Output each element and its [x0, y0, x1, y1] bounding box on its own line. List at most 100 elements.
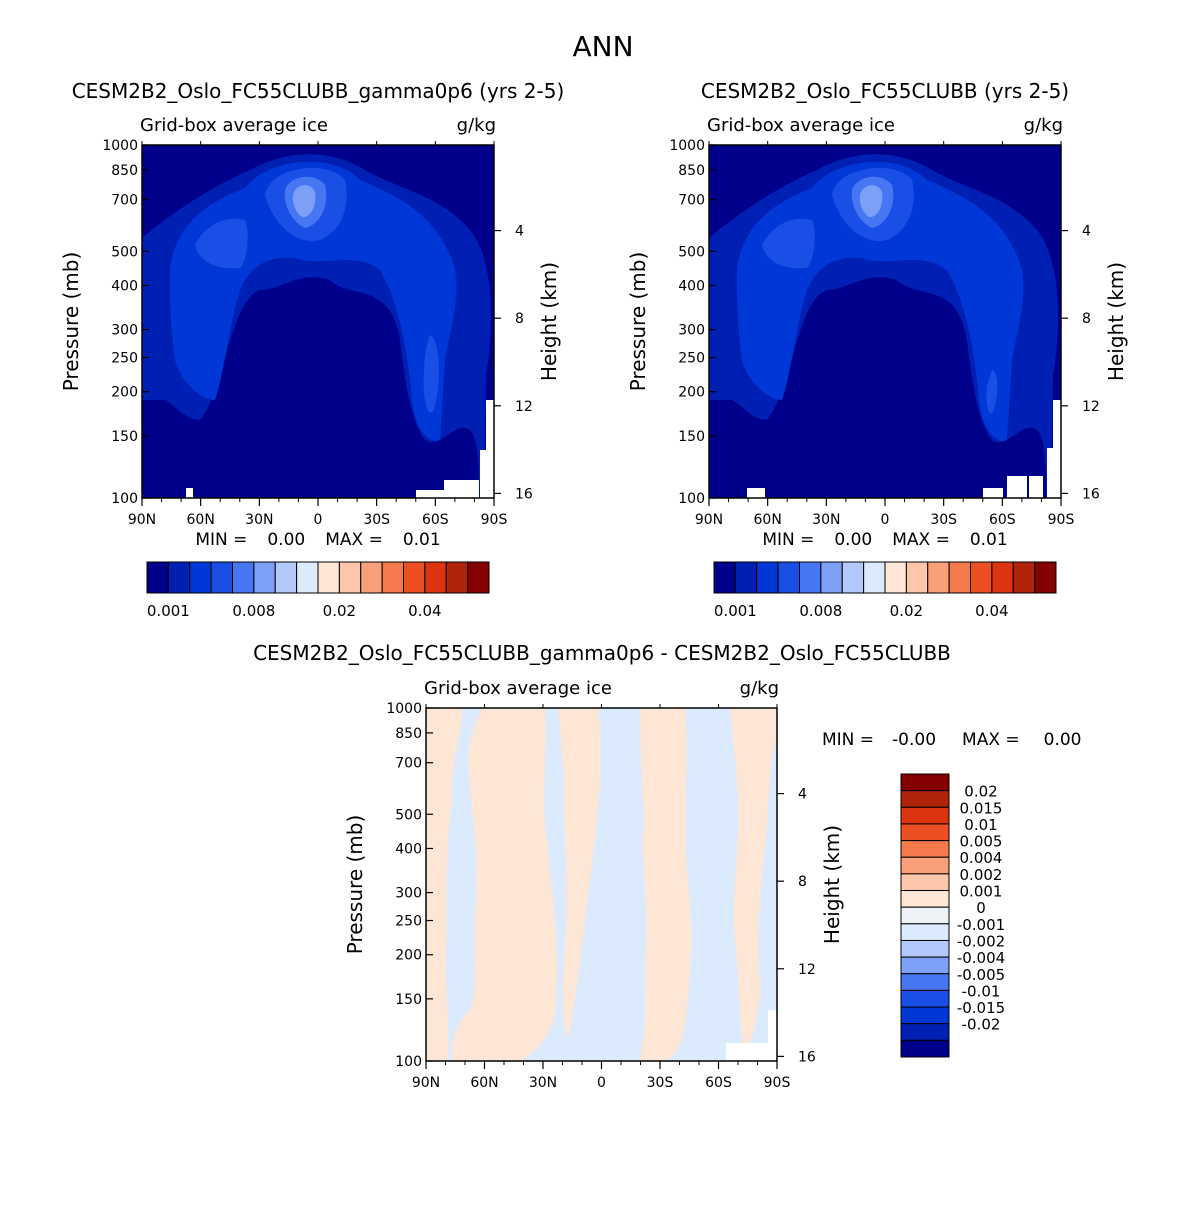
y-axis-label: Pressure (mb)	[626, 252, 650, 392]
y-right-axis-label: Height (km)	[820, 825, 844, 944]
colorbar-label: 0.002	[960, 866, 1003, 884]
colorbar-swatch	[970, 561, 993, 594]
colorbar-label: -0.002	[957, 932, 1005, 950]
min-max-readout: MIN = 0.00 MAX = 0.01	[195, 530, 440, 550]
y-tick-label: 850	[678, 163, 705, 179]
panel-units: g/kg	[1024, 115, 1063, 136]
x-tick-label: 60N	[187, 512, 215, 528]
x-tick-label: 60S	[989, 512, 1016, 528]
y-tick-label: 1000	[386, 701, 422, 717]
y-axis-label: Pressure (mb)	[343, 815, 367, 955]
missing-data	[444, 480, 479, 498]
contour-level-5	[292, 185, 316, 218]
y-right-tick-label: 4	[515, 224, 524, 240]
missing-data	[486, 400, 494, 450]
colorbar-swatch	[927, 561, 950, 594]
panel-units: g/kg	[740, 678, 779, 699]
max-label: MAX =	[962, 730, 1020, 750]
colorbar-swatch	[296, 561, 319, 594]
colorbar-label: -0.001	[957, 916, 1005, 934]
x-tick-label: 30N	[529, 1075, 557, 1091]
colorbar-label: -0.004	[957, 949, 1005, 967]
contour-positive	[730, 708, 777, 1050]
y-tick-label: 300	[678, 323, 705, 339]
colorbar-swatch	[900, 890, 950, 908]
colorbar: 0.020.0150.010.0050.0040.0020.0010-0.001…	[900, 773, 1005, 1058]
panel-units: g/kg	[457, 115, 496, 136]
missing-data	[1047, 448, 1061, 498]
colorbar-swatch	[317, 561, 340, 594]
colorbar-swatch	[167, 561, 191, 594]
colorbar-swatch	[777, 561, 800, 594]
x-tick-label: 30N	[812, 512, 840, 528]
colorbar-label: 0.004	[960, 849, 1003, 867]
contour-plot	[709, 145, 1061, 498]
missing-data	[1007, 476, 1027, 498]
colorbar-label: 0.015	[960, 799, 1003, 817]
x-tick-label: 0	[597, 1075, 606, 1091]
panel-subtitle: Grid-box average ice	[707, 115, 895, 136]
colorbar-swatch	[403, 561, 426, 594]
y-tick-label: 200	[678, 385, 705, 401]
colorbar-label: 0.001	[714, 602, 757, 620]
y-tick-label: 300	[395, 886, 422, 902]
x-tick-label: 0	[881, 512, 890, 528]
colorbar-label: 0.01	[964, 816, 997, 834]
y-tick-label: 250	[395, 914, 422, 930]
max-value: 0.01	[403, 530, 441, 550]
y-tick-label: 150	[395, 992, 422, 1008]
panel-title: CESM2B2_Oslo_FC55CLUBB_gamma0p6 (yrs 2-5…	[72, 79, 565, 103]
colorbar-swatch	[713, 561, 736, 594]
colorbar-swatch	[424, 561, 447, 594]
y-tick-label: 400	[111, 278, 138, 294]
panel-control-case: CESM2B2_Oslo_FC55CLUBB (yrs 2-5) Grid-bo…	[626, 79, 1128, 620]
y-tick-label: 400	[678, 278, 705, 294]
contour-positive	[451, 708, 558, 1061]
colorbar-swatch	[360, 561, 383, 594]
colorbar-swatch	[467, 561, 490, 594]
colorbar-swatch	[900, 923, 950, 941]
colorbar-swatch	[338, 561, 362, 594]
colorbar-swatch	[381, 561, 404, 594]
colorbar-swatch	[900, 806, 950, 825]
y-tick-label: 200	[111, 385, 138, 401]
panel-title: CESM2B2_Oslo_FC55CLUBB (yrs 2-5)	[701, 79, 1069, 103]
y-tick-label: 700	[395, 756, 422, 772]
colorbar-swatch	[900, 973, 950, 991]
colorbar-swatch	[756, 561, 779, 594]
colorbar-swatch	[991, 561, 1014, 594]
colorbar-label: 0.02	[323, 602, 356, 620]
colorbar-swatch	[884, 561, 907, 594]
min-label: MIN =	[762, 530, 814, 550]
colorbar-swatch	[1034, 561, 1057, 594]
colorbar-label: 0.04	[975, 602, 1008, 620]
colorbar-label: -0.02	[962, 1016, 1001, 1034]
x-tick-label: 60N	[470, 1075, 498, 1091]
axes: 100 150 200 250 300 400 500 700 850 1000 90N 60N 30N…	[59, 138, 561, 528]
colorbar-swatch	[900, 939, 950, 958]
contour-positive	[640, 708, 691, 1061]
colorbar-swatch	[734, 561, 758, 594]
colorbar-swatch	[900, 823, 950, 842]
missing-data	[768, 1010, 777, 1043]
colorbar-label: 0.02	[964, 783, 997, 801]
colorbar-swatch	[210, 561, 233, 594]
max-label: MAX =	[892, 530, 950, 550]
colorbar-swatch	[948, 561, 971, 594]
y-tick-label: 400	[395, 841, 422, 857]
colorbar-label: -0.015	[957, 999, 1005, 1017]
x-tick-label: 60S	[422, 512, 449, 528]
min-value: 0.00	[834, 530, 872, 550]
colorbar-label: 0.008	[232, 602, 275, 620]
panel-test-case: CESM2B2_Oslo_FC55CLUBB_gamma0p6 (yrs 2-5…	[59, 79, 564, 620]
y-tick-label: 200	[395, 948, 422, 964]
y-right-axis-label: Height (km)	[537, 262, 561, 381]
x-tick-label: 90S	[764, 1075, 791, 1091]
colorbar-label: 0.001	[147, 602, 190, 620]
colorbar-label: 0.04	[408, 602, 441, 620]
y-tick-label: 150	[678, 429, 705, 445]
x-tick-label: 30S	[930, 512, 957, 528]
y-right-tick-label: 16	[1082, 486, 1100, 502]
panel-subtitle: Grid-box average ice	[424, 678, 612, 699]
y-tick-label: 250	[678, 351, 705, 367]
